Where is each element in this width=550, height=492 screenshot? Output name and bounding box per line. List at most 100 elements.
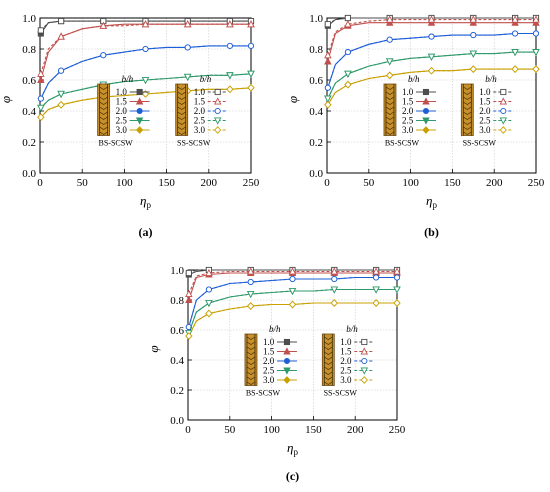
wall-stud <box>99 91 108 95</box>
wall-stud <box>463 126 472 130</box>
x-axis-label: ηp <box>140 193 151 210</box>
series-ss-2 <box>185 267 401 298</box>
wall-stud <box>177 96 186 100</box>
data-point <box>427 66 436 75</box>
wall-stud <box>246 361 256 365</box>
series-bs-2 <box>185 268 401 304</box>
chart-panel-3: 0 50 100 150 200 250 0.0 0.2 0.4 0.6 0.8 1.0 ηp φ b/h 1… <box>146 265 406 483</box>
data-point <box>427 15 436 23</box>
y-tick-label: 0.4 <box>22 106 36 118</box>
data-point <box>532 30 540 37</box>
y-tick-label: 0.2 <box>22 137 36 149</box>
data-point <box>385 58 394 66</box>
data-point <box>142 45 149 53</box>
series-ss-2 <box>324 15 540 59</box>
series-line <box>327 68 536 106</box>
data-point <box>324 95 332 103</box>
legend-ratio-label: 2.0 <box>340 356 352 366</box>
legend-ratio-header: b/h <box>485 74 497 84</box>
legend-marker <box>213 117 222 125</box>
wall-stud <box>246 346 256 350</box>
wall-stud <box>385 91 395 95</box>
data-point <box>330 299 338 307</box>
legend-marker <box>136 126 144 134</box>
wall-stud <box>385 111 395 115</box>
x-tick-label: 150 <box>444 177 461 189</box>
data-point <box>37 95 44 102</box>
data-point <box>99 21 108 29</box>
legend: b/h1.01.52.02.53.0BS-SCSWb/h1.01.52.02.5… <box>383 74 514 148</box>
data-point <box>58 67 65 74</box>
data-point <box>288 287 297 296</box>
data-point <box>288 300 297 309</box>
x-tick-label: 100 <box>263 424 280 436</box>
legend-marker <box>214 126 222 134</box>
data-point <box>37 27 44 34</box>
y-axis-label: φ <box>0 96 13 103</box>
wall-stud <box>99 101 108 105</box>
series-ss-3 <box>324 30 540 91</box>
data-point <box>37 69 45 77</box>
x-tick-label: 250 <box>389 424 406 436</box>
series-ss-3 <box>37 42 255 102</box>
x-axis-label-subscript: p <box>293 447 298 457</box>
data-point <box>183 20 192 28</box>
series-ss-5 <box>324 65 540 109</box>
wall-stud <box>385 101 395 105</box>
legend-marker <box>283 338 291 346</box>
shear-wall-icon <box>383 83 397 136</box>
legend-marker <box>214 88 221 96</box>
wall-stud <box>385 96 395 100</box>
data-point <box>372 299 380 307</box>
legend-group-bs: BS-SCSW <box>385 139 420 148</box>
wall-stud <box>177 106 186 110</box>
wall-stud <box>324 346 333 350</box>
legend-ratio-label: 1.0 <box>263 337 275 347</box>
legend-ratio-header: b/h <box>200 74 212 84</box>
wall-stud <box>385 86 395 90</box>
y-tick-label: 1.0 <box>170 265 184 277</box>
x-tick-label: 100 <box>402 177 419 189</box>
data-point <box>57 32 65 40</box>
data-point <box>470 32 477 39</box>
data-point <box>205 286 212 293</box>
y-tick-label: 0.8 <box>170 295 184 307</box>
wall-stud <box>177 121 186 125</box>
y-tick-label: 0.4 <box>309 106 323 118</box>
data-point <box>324 84 331 91</box>
data-point <box>205 309 213 318</box>
wall-stud <box>385 126 395 130</box>
data-point <box>247 83 255 92</box>
wall-stud <box>177 131 186 135</box>
x-tick-label: 100 <box>116 177 133 189</box>
data-point <box>289 275 296 283</box>
y-tick-label: 0.8 <box>22 44 36 56</box>
x-tick-label: 200 <box>486 177 503 189</box>
series-line <box>327 68 536 106</box>
wall-stud <box>385 106 395 110</box>
data-point <box>386 36 393 43</box>
y-tick-label: 1.0 <box>22 13 36 25</box>
legend-marker <box>499 117 508 125</box>
legend-marker <box>499 126 507 134</box>
legend-ratio-label: 2.5 <box>263 366 275 376</box>
y-tick-label: 0.6 <box>309 75 323 87</box>
legend-ratio-label: 1.0 <box>194 87 206 97</box>
legend-ratio-label: 2.5 <box>116 116 128 126</box>
legend-ratio-label: 2.5 <box>194 116 206 126</box>
data-point <box>185 289 193 298</box>
chart-panel-2: 0 50 100 150 200 250 0.0 0.2 0.4 0.6 0.8 1.0 ηp φ b/h 1… <box>285 13 545 239</box>
legend-ratio-label: 1.0 <box>340 337 352 347</box>
wall-stud <box>324 381 333 385</box>
legend-ratio-header: b/h <box>408 74 420 84</box>
wall-stud <box>463 101 472 105</box>
wall-stud <box>324 336 333 340</box>
wall-stud <box>463 86 472 90</box>
wall-stud <box>177 91 186 95</box>
legend-ratio-label: 2.0 <box>116 106 128 116</box>
series-line <box>188 269 397 274</box>
wall-stud <box>246 351 256 355</box>
wall-stud <box>324 341 333 345</box>
y-tick-label: 0.0 <box>22 168 36 180</box>
legend-marker <box>283 367 291 375</box>
